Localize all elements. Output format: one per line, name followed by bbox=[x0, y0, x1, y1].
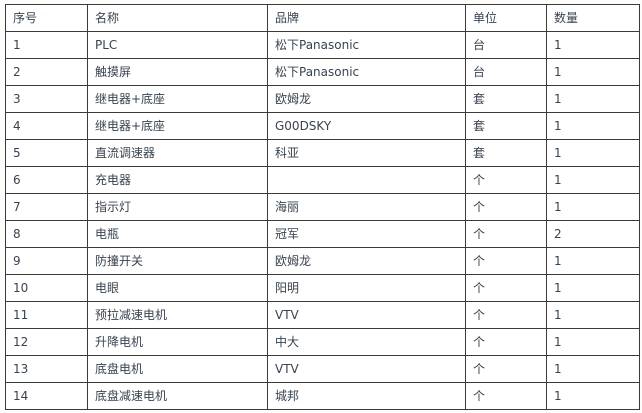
table-cell: 1 bbox=[546, 139, 640, 167]
table-cell: 电眼 bbox=[87, 274, 268, 302]
table-cell: 个 bbox=[465, 301, 547, 329]
table-cell: 个 bbox=[465, 355, 547, 383]
table-cell: 台 bbox=[465, 31, 547, 59]
table-cell: 松下Panasonic bbox=[267, 58, 466, 86]
table-cell: 6 bbox=[5, 166, 88, 194]
table-cell: 继电器+底座 bbox=[87, 85, 268, 113]
table-row: 11 预拉减速电机 VTV 个 1 bbox=[5, 301, 640, 329]
table-cell: 科亚 bbox=[267, 139, 466, 167]
table-cell: 7 bbox=[5, 193, 88, 221]
table-cell: 个 bbox=[465, 220, 547, 248]
table-cell: 底盘减速电机 bbox=[87, 382, 268, 410]
table-body: 1 PLC 松下Panasonic 台 1 2 触摸屏 松下Panasonic 台 1 3 继电器+底… bbox=[5, 31, 640, 410]
table-cell: 个 bbox=[465, 193, 547, 221]
table-cell: 继电器+底座 bbox=[87, 112, 268, 140]
table-row: 7 指示灯 海丽个 1 bbox=[5, 193, 640, 221]
table-cell: 阳明 bbox=[267, 274, 466, 302]
table-cell: 城邦 bbox=[267, 382, 466, 410]
table-cell: 1 bbox=[546, 328, 640, 356]
table-row: 3 继电器+底座 欧姆龙套 1 bbox=[5, 85, 640, 113]
header-cell-brand: 品牌 bbox=[267, 4, 466, 32]
table-cell: 松下Panasonic bbox=[267, 31, 466, 59]
table-cell: 8 bbox=[5, 220, 88, 248]
table-cell: 1 bbox=[546, 382, 640, 410]
header-cell-qty: 数量 bbox=[546, 4, 640, 32]
table-cell: 2 bbox=[5, 58, 88, 86]
table-row: 10 电眼 阳明个 1 bbox=[5, 274, 640, 302]
table-cell: 1 bbox=[546, 355, 640, 383]
table-cell: 1 bbox=[546, 247, 640, 275]
table-cell: 1 bbox=[546, 274, 640, 302]
table-cell: 触摸屏 bbox=[87, 58, 268, 86]
table-cell: 个 bbox=[465, 382, 547, 410]
table-cell: 预拉减速电机 bbox=[87, 301, 268, 329]
table-cell: 个 bbox=[465, 166, 547, 194]
table-cell: 12 bbox=[5, 328, 88, 356]
table-cell: 套 bbox=[465, 85, 547, 113]
table-cell: 套 bbox=[465, 139, 547, 167]
table-cell: 5 bbox=[5, 139, 88, 167]
table-cell: 1 bbox=[546, 301, 640, 329]
table-cell: 13 bbox=[5, 355, 88, 383]
table-cell: 防撞开关 bbox=[87, 247, 268, 275]
header-cell-name: 名称 bbox=[87, 4, 268, 32]
table-cell: 海丽 bbox=[267, 193, 466, 221]
table-row: 13 底盘电机 VTV 个 1 bbox=[5, 355, 640, 383]
table-cell: 电瓶 bbox=[87, 220, 268, 248]
table-cell: 1 bbox=[546, 112, 640, 140]
table-cell: 充电器 bbox=[87, 166, 268, 194]
table-row: 14 底盘减速电机 城邦个 1 bbox=[5, 382, 640, 410]
table-cell: 1 bbox=[546, 166, 640, 194]
table-cell: 9 bbox=[5, 247, 88, 275]
table-row: 9 防撞开关 欧姆龙个 1 bbox=[5, 247, 640, 275]
table-cell: VTV bbox=[267, 301, 466, 329]
table-cell bbox=[267, 166, 466, 194]
parts-table: 序号 名称 品牌 单位 数量 1 PLC 松下Panasonic 台 1 2 触摸屏 松下Pa… bbox=[5, 4, 640, 410]
table-cell: 指示灯 bbox=[87, 193, 268, 221]
table-cell: 套 bbox=[465, 112, 547, 140]
table-cell: 中大 bbox=[267, 328, 466, 356]
table-cell: 欧姆龙 bbox=[267, 85, 466, 113]
table-cell: 1 bbox=[546, 58, 640, 86]
table-cell: 10 bbox=[5, 274, 88, 302]
table-cell: 个 bbox=[465, 274, 547, 302]
table-cell: 11 bbox=[5, 301, 88, 329]
table-cell: 直流调速器 bbox=[87, 139, 268, 167]
table-cell: 1 bbox=[5, 31, 88, 59]
table-cell: 欧姆龙 bbox=[267, 247, 466, 275]
table-row: 6 充电器 个 1 bbox=[5, 166, 640, 194]
table-cell: 个 bbox=[465, 247, 547, 275]
table-cell: 升降电机 bbox=[87, 328, 268, 356]
table-cell: 底盘电机 bbox=[87, 355, 268, 383]
table-cell: 2 bbox=[546, 220, 640, 248]
table-cell: G00DSKY bbox=[267, 112, 466, 140]
table-cell: 台 bbox=[465, 58, 547, 86]
table-cell: 4 bbox=[5, 112, 88, 140]
table-cell: PLC bbox=[87, 31, 268, 59]
table-row: 5 直流调速器 科亚套 1 bbox=[5, 139, 640, 167]
table-row: 8 电瓶 冠军个 2 bbox=[5, 220, 640, 248]
table-cell: VTV bbox=[267, 355, 466, 383]
table-cell: 3 bbox=[5, 85, 88, 113]
table-cell: 1 bbox=[546, 193, 640, 221]
header-cell-index: 序号 bbox=[5, 4, 88, 32]
table-cell: 个 bbox=[465, 328, 547, 356]
table-row: 2 触摸屏 松下Panasonic 台 1 bbox=[5, 58, 640, 86]
table-cell: 冠军 bbox=[267, 220, 466, 248]
table-cell: 1 bbox=[546, 31, 640, 59]
table-row: 1 PLC 松下Panasonic 台 1 bbox=[5, 31, 640, 59]
header-cell-unit: 单位 bbox=[465, 4, 547, 32]
table-cell: 1 bbox=[546, 85, 640, 113]
table-header-row: 序号 名称 品牌 单位 数量 bbox=[5, 4, 640, 32]
table-cell: 14 bbox=[5, 382, 88, 410]
table-row: 12 升降电机 中大个 1 bbox=[5, 328, 640, 356]
table-row: 4 继电器+底座 G00DSKY 套 1 bbox=[5, 112, 640, 140]
